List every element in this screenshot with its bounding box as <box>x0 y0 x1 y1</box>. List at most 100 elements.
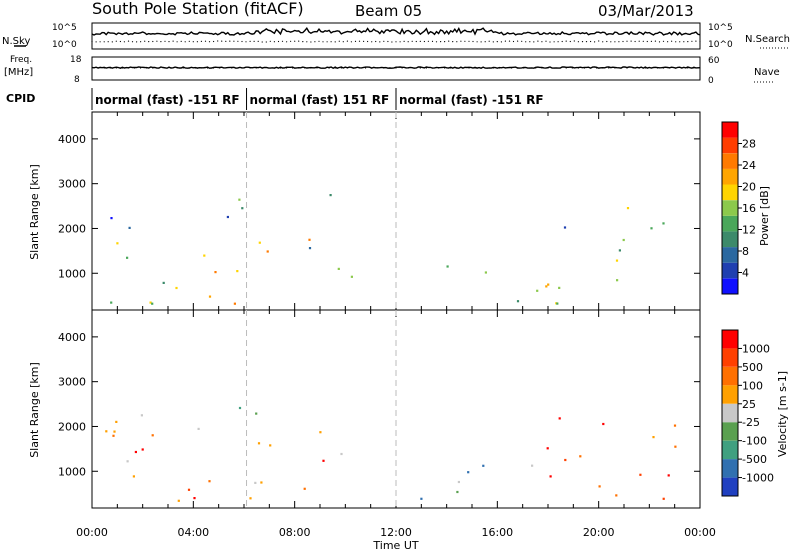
time-xlabel: Time UT <box>372 539 418 552</box>
nsearch-point <box>310 41 312 43</box>
y-tick-label: 1000 <box>58 267 86 280</box>
colorbar-swatch <box>722 366 738 386</box>
heatmap-cell <box>128 226 131 229</box>
heatmap-cell <box>329 194 332 197</box>
nsearch-point <box>298 40 300 42</box>
nsearch-point <box>225 40 227 43</box>
heatmap-cell <box>308 247 312 250</box>
nsearch-point <box>257 40 259 43</box>
nsearch-point <box>549 41 551 43</box>
heatmap-cell <box>420 497 423 500</box>
nsearch-point <box>338 40 340 42</box>
colorbar-swatch <box>722 348 738 367</box>
heatmap-cell <box>258 241 261 244</box>
velocity-colorbar: 1000 500 100 25 -25 -100 -500 -1000 <box>721 329 774 497</box>
nsearch-point <box>553 41 555 43</box>
date-label: 03/Mar/2013 <box>598 2 694 20</box>
nsearch-point <box>411 40 413 42</box>
nsearch-point <box>330 41 332 43</box>
heatmap-cell <box>616 279 619 282</box>
nsearch-point <box>237 40 239 42</box>
nsearch-point <box>188 40 190 42</box>
heatmap-cell <box>598 485 601 488</box>
nsearch-point <box>281 40 284 42</box>
heatmap-cell <box>674 445 677 448</box>
nsearch-point <box>533 41 535 43</box>
nsearch-point <box>646 40 648 43</box>
heatmap-cell <box>308 238 311 241</box>
y-tick-label: 2000 <box>58 420 86 433</box>
freq-tick-top: 18 <box>70 55 82 65</box>
nsearch-point <box>525 41 527 43</box>
nsearch-point <box>119 40 121 43</box>
nsearch-point <box>435 41 438 43</box>
nsearch-point <box>452 41 454 43</box>
cpid-segment-label: normal (fast) -151 RF <box>399 93 544 107</box>
nsearch-point <box>577 41 580 43</box>
heatmap-cell <box>110 301 113 304</box>
nsearch-point <box>557 41 559 43</box>
heatmap-cell <box>126 460 129 463</box>
colorbar-tick-label: 16 <box>742 202 756 215</box>
nsearch-point <box>306 41 308 43</box>
x-tick-label: 16:00 <box>481 526 513 539</box>
cpid-segments: normal (fast) -151 RF normal (fast) 151 R… <box>91 88 544 110</box>
nsearch-point <box>415 40 417 43</box>
colorbar-swatch <box>722 231 738 248</box>
nsearch-point <box>492 41 494 43</box>
heatmap-cell <box>141 448 144 451</box>
nsearch-point <box>253 40 255 43</box>
velocity-heatmap <box>105 406 677 502</box>
heatmap-cell <box>546 447 549 450</box>
nsearch-point <box>667 41 669 43</box>
nsearch-point <box>221 40 223 42</box>
nsearch-point <box>679 41 681 43</box>
heatmap-cell <box>446 265 449 268</box>
nsearch-point <box>111 41 113 43</box>
plot-title: South Pole Station (fitACF) <box>92 0 304 18</box>
nsearch-point <box>367 40 369 43</box>
nsearch-point <box>517 40 519 42</box>
nsearch-point <box>602 41 604 43</box>
heatmap-cell <box>547 283 550 286</box>
colorbar-swatch <box>722 168 738 185</box>
nsearch-point <box>695 40 697 42</box>
nsearch-point <box>622 40 624 43</box>
colorbar-tick-label: 24 <box>742 159 756 172</box>
nsearch-point <box>176 41 178 43</box>
heatmap-cell <box>105 430 108 433</box>
power-colorbar: 4 8 12 16 20 24 28 <box>721 121 756 295</box>
heatmap-cell <box>187 488 191 491</box>
colorbar-swatch <box>722 330 738 349</box>
colorbar-swatch <box>722 385 738 404</box>
summary-traces <box>91 26 701 70</box>
nsearch-point <box>322 41 324 43</box>
nsearch-point <box>245 41 247 43</box>
nsearch-point <box>565 40 567 42</box>
nsearch-point <box>229 40 231 42</box>
heatmap-cell <box>208 295 212 298</box>
heatmap-cell <box>233 302 236 305</box>
velocity-ylabel: Slant Range [km] <box>28 362 41 458</box>
heatmap-cell <box>208 480 211 483</box>
heatmap-cell <box>151 302 154 305</box>
nsearch-point <box>152 40 154 43</box>
x-tick-label: 20:00 <box>583 526 615 539</box>
nave-tick-top: 60 <box>708 56 720 66</box>
x-tick-label: 04:00 <box>177 526 209 539</box>
nave-label: Nave <box>754 67 780 78</box>
nsearch-point <box>488 40 490 42</box>
nsearch-point <box>208 41 211 43</box>
nsearch-point <box>500 41 502 43</box>
heatmap-cell <box>110 217 113 220</box>
nsearch-point <box>91 41 93 43</box>
colorbar-swatch <box>722 403 738 423</box>
colorbar-swatch <box>722 153 738 169</box>
freq-trace <box>91 66 701 70</box>
colorbar-swatch <box>722 459 738 478</box>
nsearch-point <box>614 41 616 43</box>
heatmap-cell <box>516 300 520 303</box>
nsearch-point <box>346 40 348 42</box>
nsearch-point <box>358 40 361 42</box>
nsearch-point <box>431 40 434 43</box>
